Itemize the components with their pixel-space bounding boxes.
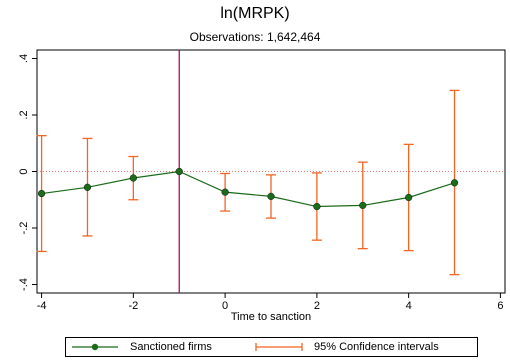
x-tick-label: 4 (406, 300, 412, 312)
data-point (267, 192, 275, 200)
legend-ci-swatch (255, 343, 303, 351)
chart-title: ln(MRPK) (220, 5, 290, 22)
chart-subtitle: Observations: 1,642,464 (189, 30, 321, 44)
data-point (129, 174, 137, 182)
y-tick-label: -.2 (18, 222, 30, 235)
y-tick-label: -.4 (18, 278, 30, 291)
y-tick-label: .2 (18, 110, 30, 119)
x-tick-label: -4 (37, 300, 47, 312)
data-point (83, 183, 92, 191)
x-tick-label: 6 (497, 300, 503, 312)
legend-series-marker (91, 343, 99, 351)
data-point (450, 179, 459, 187)
data-point (359, 201, 367, 210)
x-tick-label: 2 (314, 300, 320, 312)
legend-item-ci: 95% Confidence intervals (254, 338, 439, 356)
legend-ci-label: 95% Confidence intervals (314, 341, 439, 353)
y-tick-label: 0 (18, 168, 30, 174)
data-point (405, 193, 413, 202)
data-point (221, 188, 229, 196)
data-point (175, 167, 183, 176)
legend-series-label: Sanctioned firms (130, 341, 212, 353)
data-point (313, 202, 321, 211)
legend-series-swatch (72, 343, 118, 351)
x-axis-title: Time to sanction (231, 311, 311, 323)
x-tick-label: -2 (128, 300, 138, 312)
plot-area: -4 -2 0 2 4 6 -.4 -.2 0 .2 .4 Time to sanction (18, 49, 506, 323)
data-point (37, 189, 46, 198)
legend: Sanctioned firms 95% Confidence interval… (65, 337, 478, 357)
series-line (41, 170, 455, 208)
x-tick-label: 0 (222, 300, 228, 312)
y-tick-label: .4 (18, 54, 30, 63)
legend-item-series: Sanctioned firms (70, 338, 212, 356)
